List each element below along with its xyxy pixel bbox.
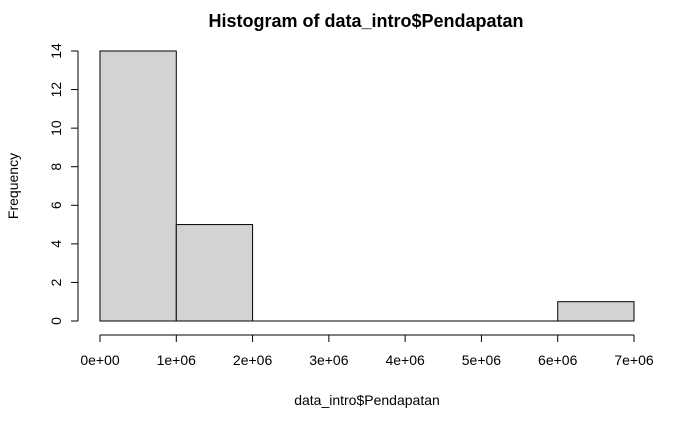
x-tick-label: 4e+06: [385, 352, 425, 368]
histogram-bar-1: [175, 224, 254, 322]
x-tick-label: 2e+06: [233, 352, 273, 368]
y-tick-label: 0: [48, 317, 64, 325]
y-tick-label: 2: [48, 278, 64, 286]
y-tick-label: 4: [48, 240, 64, 248]
histogram-bar-0: [99, 50, 177, 322]
x-tick-label: 7e+06: [614, 352, 654, 368]
histogram-bar-6: [557, 301, 635, 322]
y-tick-label: 6: [48, 201, 64, 209]
x-axis: 0e+00 1e+06 2e+06 3e+06 4e+06 5e+06 6e+06 7e+06: [80, 334, 654, 368]
bars-group: [99, 50, 635, 322]
y-tick-label: 12: [48, 82, 64, 98]
y-tick-label: 10: [48, 120, 64, 136]
y-tick-label: 8: [48, 163, 64, 171]
y-axis: 0 2 4 6 8 10 12 14: [48, 43, 79, 325]
chart-title: Histogram of data_intro$Pendapatan: [208, 11, 523, 31]
x-tick-label: 5e+06: [462, 352, 502, 368]
x-axis-label: data_intro$Pendapatan: [294, 392, 440, 408]
y-axis-label: Frequency: [5, 153, 21, 219]
y-tick-label: 14: [48, 43, 64, 59]
x-tick-label: 6e+06: [538, 352, 578, 368]
x-tick-label: 0e+00: [80, 352, 120, 368]
x-tick-label: 3e+06: [309, 352, 349, 368]
x-tick-label: 1e+06: [157, 352, 197, 368]
